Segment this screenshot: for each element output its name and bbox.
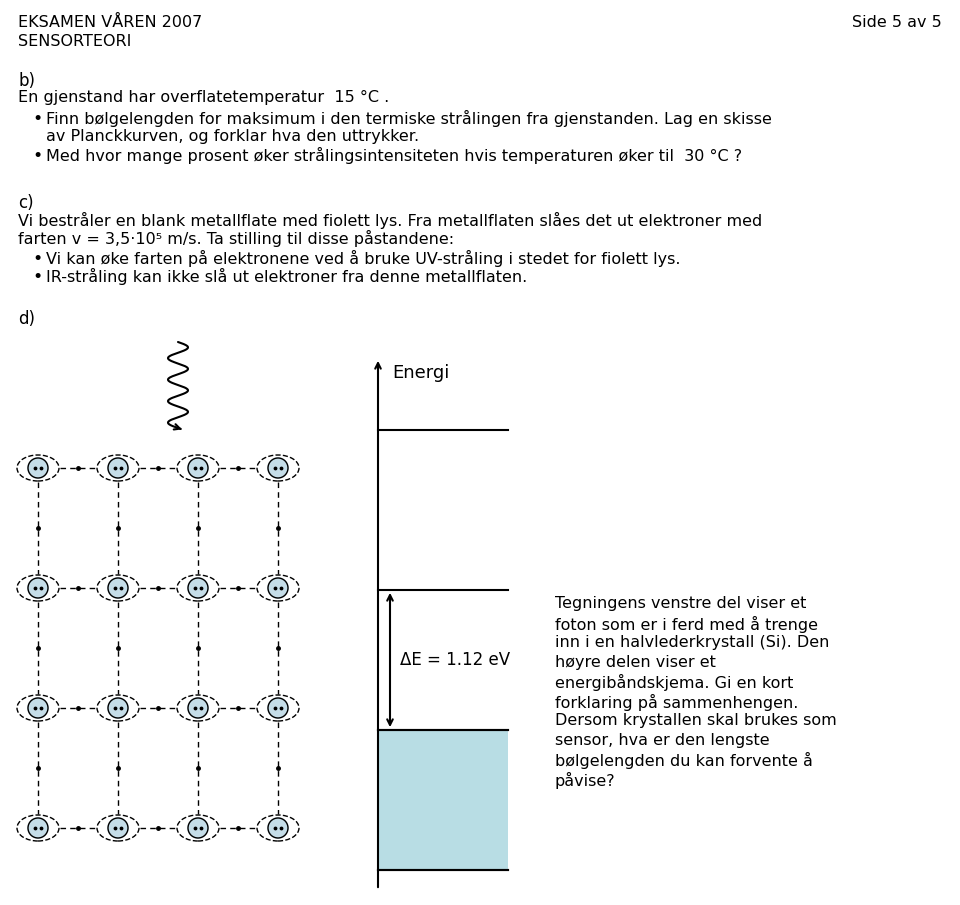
Text: EKSAMEN VÅREN 2007: EKSAMEN VÅREN 2007 xyxy=(18,15,203,30)
Text: •: • xyxy=(32,110,42,128)
Circle shape xyxy=(268,578,288,598)
Circle shape xyxy=(188,698,208,718)
Text: SENSORTEORI: SENSORTEORI xyxy=(18,34,132,49)
Text: bølgelengden du kan forvente å: bølgelengden du kan forvente å xyxy=(555,752,813,769)
Text: Tegningens venstre del viser et: Tegningens venstre del viser et xyxy=(555,596,806,611)
Circle shape xyxy=(188,458,208,478)
Text: b): b) xyxy=(18,72,35,90)
Text: En gjenstand har overflatetemperatur  15 °C .: En gjenstand har overflatetemperatur 15 … xyxy=(18,90,389,105)
Text: d): d) xyxy=(18,310,35,328)
Circle shape xyxy=(108,578,128,598)
Text: Dersom krystallen skal brukes som: Dersom krystallen skal brukes som xyxy=(555,713,837,728)
Circle shape xyxy=(28,818,48,838)
Circle shape xyxy=(28,458,48,478)
Text: påvise?: påvise? xyxy=(555,771,615,788)
Text: •: • xyxy=(32,147,42,165)
Text: ΔE = 1.12 eV: ΔE = 1.12 eV xyxy=(400,651,510,669)
Text: Med hvor mange prosent øker strålingsintensiteten hvis temperaturen øker til  30: Med hvor mange prosent øker strålingsint… xyxy=(46,147,742,164)
Circle shape xyxy=(268,698,288,718)
Bar xyxy=(378,730,508,870)
Circle shape xyxy=(108,458,128,478)
Circle shape xyxy=(268,458,288,478)
Circle shape xyxy=(28,698,48,718)
Text: •: • xyxy=(32,250,42,268)
Text: Finn bølgelengden for maksimum i den termiske strålingen fra gjenstanden. Lag en: Finn bølgelengden for maksimum i den ter… xyxy=(46,110,772,145)
Text: •: • xyxy=(32,268,42,286)
Circle shape xyxy=(188,578,208,598)
Circle shape xyxy=(268,818,288,838)
Text: foton som er i ferd med å trenge: foton som er i ferd med å trenge xyxy=(555,615,818,633)
Text: energibåndskjema. Gi en kort: energibåndskjema. Gi en kort xyxy=(555,674,793,691)
Text: Side 5 av 5: Side 5 av 5 xyxy=(852,15,942,30)
Text: IR-stråling kan ikke slå ut elektroner fra denne metallflaten.: IR-stråling kan ikke slå ut elektroner f… xyxy=(46,268,527,285)
Text: Vi bestråler en blank metallflate med fiolett lys. Fra metallflaten slåes det ut: Vi bestråler en blank metallflate med fi… xyxy=(18,212,762,229)
Text: høyre delen viser et: høyre delen viser et xyxy=(555,654,716,670)
Circle shape xyxy=(108,698,128,718)
Text: Vi kan øke farten på elektronene ved å bruke UV-stråling i stedet for fiolett ly: Vi kan øke farten på elektronene ved å b… xyxy=(46,250,681,267)
Circle shape xyxy=(188,818,208,838)
Text: Energi: Energi xyxy=(392,364,449,382)
Text: c): c) xyxy=(18,194,34,212)
Circle shape xyxy=(28,578,48,598)
Text: farten v = 3,5·10⁵ m/s. Ta stilling til disse påstandene:: farten v = 3,5·10⁵ m/s. Ta stilling til … xyxy=(18,230,454,247)
Text: inn i en halvlederkrystall (Si). Den: inn i en halvlederkrystall (Si). Den xyxy=(555,635,829,650)
Circle shape xyxy=(108,818,128,838)
Text: sensor, hva er den lengste: sensor, hva er den lengste xyxy=(555,732,770,748)
Text: forklaring på sammenhengen.: forklaring på sammenhengen. xyxy=(555,693,799,710)
